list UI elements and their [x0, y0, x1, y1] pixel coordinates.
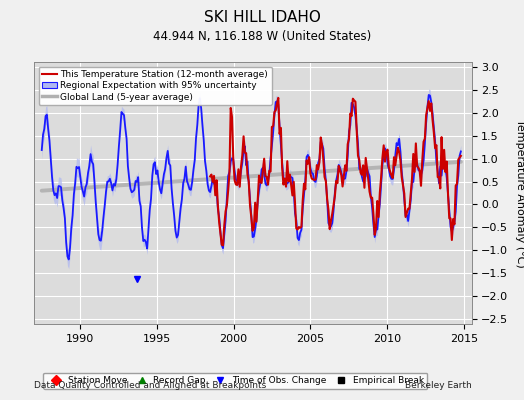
Text: SKI HILL IDAHO: SKI HILL IDAHO: [203, 10, 321, 25]
Legend: Station Move, Record Gap, Time of Obs. Change, Empirical Break: Station Move, Record Gap, Time of Obs. C…: [43, 373, 428, 389]
Text: Data Quality Controlled and Aligned at Breakpoints: Data Quality Controlled and Aligned at B…: [34, 381, 266, 390]
Text: Berkeley Earth: Berkeley Earth: [405, 381, 472, 390]
Y-axis label: Temperature Anomaly (°C): Temperature Anomaly (°C): [516, 119, 524, 267]
Text: 44.944 N, 116.188 W (United States): 44.944 N, 116.188 W (United States): [153, 30, 371, 43]
